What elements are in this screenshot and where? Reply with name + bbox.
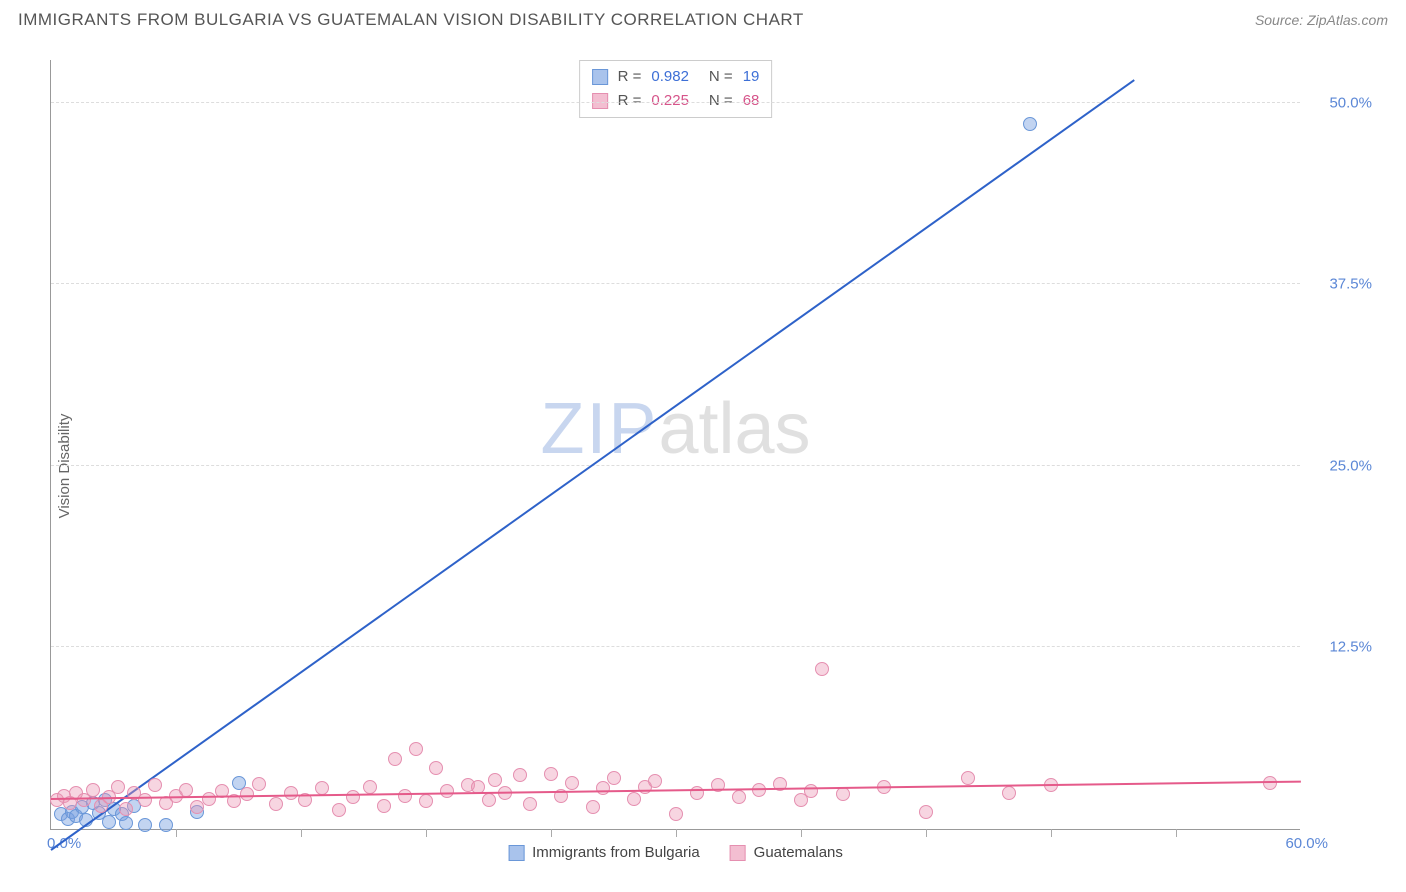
data-point [440,784,454,798]
x-tick [676,829,677,837]
source-attribution: Source: ZipAtlas.com [1255,12,1388,28]
data-point [269,797,283,811]
data-point [119,802,133,816]
data-point [669,807,683,821]
y-tick-label: 12.5% [1312,639,1372,656]
data-point [138,793,152,807]
data-point [544,767,558,781]
data-point [332,803,346,817]
correlation-legend: R = 0.982 N = 19 R = 0.225 N = 68 [579,60,773,118]
data-point [482,793,496,807]
chart-title: IMMIGRANTS FROM BULGARIA VS GUATEMALAN V… [18,10,804,30]
x-tick [301,829,302,837]
x-tick [926,829,927,837]
data-point [377,799,391,813]
x-tick [176,829,177,837]
swatch-guatemalans-icon [730,845,746,861]
data-point [648,774,662,788]
chart-container: Vision Disability ZIPatlas R = 0.982 N =… [0,40,1406,892]
plot-area: ZIPatlas R = 0.982 N = 19 R = 0.225 N = … [50,60,1300,830]
data-point [148,778,162,792]
data-point [586,800,600,814]
swatch-bulgaria [592,69,608,85]
data-point [398,789,412,803]
data-point [102,815,116,829]
gridline [51,646,1300,647]
swatch-bulgaria-icon [508,845,524,861]
data-point [919,805,933,819]
data-point [836,787,850,801]
x-tick [801,829,802,837]
data-point [513,768,527,782]
x-axis-max-label: 60.0% [1285,835,1328,852]
legend-row-bulgaria: R = 0.982 N = 19 [592,65,760,89]
data-point [252,777,266,791]
x-tick [1051,829,1052,837]
x-tick [426,829,427,837]
y-tick-label: 25.0% [1312,457,1372,474]
data-point [202,792,216,806]
data-point [690,786,704,800]
data-point [346,790,360,804]
series-legend: Immigrants from Bulgaria Guatemalans [508,844,843,861]
watermark: ZIPatlas [540,388,810,470]
data-point [815,662,829,676]
data-point [961,771,975,785]
data-point [388,752,402,766]
data-point [190,800,204,814]
data-point [523,797,537,811]
y-tick-label: 37.5% [1312,276,1372,293]
data-point [86,783,100,797]
data-point [284,786,298,800]
gridline [51,283,1300,284]
data-point [138,818,152,832]
data-point [429,761,443,775]
data-point [179,783,193,797]
data-point [607,771,621,785]
x-tick [1176,829,1177,837]
data-point [1023,117,1037,131]
data-point [732,790,746,804]
data-point [363,780,377,794]
data-point [409,742,423,756]
data-point [159,818,173,832]
legend-item-guatemalans: Guatemalans [730,844,843,861]
data-point [565,776,579,790]
x-tick [551,829,552,837]
data-point [419,794,433,808]
gridline [51,102,1300,103]
y-tick-label: 50.0% [1312,94,1372,111]
data-point [488,773,502,787]
data-point [111,780,125,794]
data-point [240,787,254,801]
data-point [627,792,641,806]
gridline [51,465,1300,466]
data-point [119,816,133,830]
data-point [1002,786,1016,800]
legend-item-bulgaria: Immigrants from Bulgaria [508,844,700,861]
